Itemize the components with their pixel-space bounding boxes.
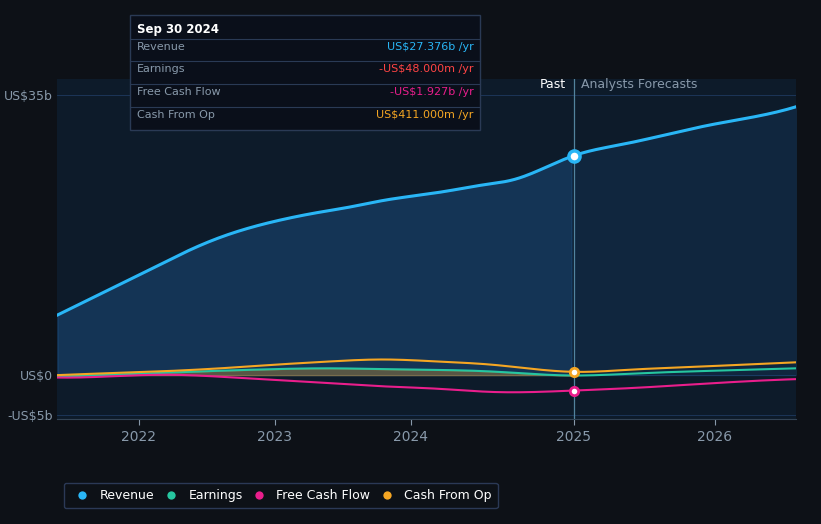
Text: Cash From Op: Cash From Op [136,110,214,120]
Text: Sep 30 2024: Sep 30 2024 [136,23,218,36]
Text: Revenue: Revenue [136,41,186,51]
Text: Past: Past [540,78,566,91]
Legend: Revenue, Earnings, Free Cash Flow, Cash From Op: Revenue, Earnings, Free Cash Flow, Cash … [64,483,498,508]
Text: US$411.000m /yr: US$411.000m /yr [376,110,474,120]
Text: -US$1.927b /yr: -US$1.927b /yr [390,88,474,97]
Text: -US$48.000m /yr: -US$48.000m /yr [379,64,474,74]
Text: Earnings: Earnings [136,64,185,74]
Text: Analysts Forecasts: Analysts Forecasts [581,78,698,91]
Text: US$27.376b /yr: US$27.376b /yr [387,41,474,51]
Text: Free Cash Flow: Free Cash Flow [136,88,220,97]
